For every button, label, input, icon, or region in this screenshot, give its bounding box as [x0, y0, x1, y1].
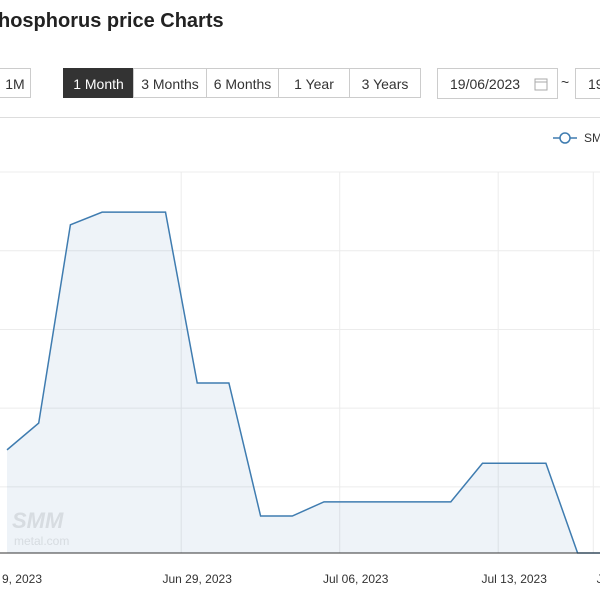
- date-text: 19: [588, 76, 600, 92]
- range-button[interactable]: 3 Years: [349, 68, 421, 98]
- x-tick-label: 9, 2023: [2, 572, 42, 586]
- date-input[interactable]: 19: [575, 68, 600, 99]
- line: [6, 211, 600, 554]
- x-tick-label: Jul 06, 2023: [323, 572, 389, 586]
- legend-marker: [559, 132, 571, 144]
- separator: ~: [561, 74, 570, 90]
- range-button[interactable]: 1 Year: [278, 68, 350, 98]
- area: [7, 212, 600, 553]
- title: hosphorus price Charts: [0, 10, 224, 32]
- watermark: SMM: [12, 508, 64, 533]
- divider: [0, 117, 600, 118]
- legend-label: SM: [584, 131, 600, 145]
- date-input[interactable]: 19/06/2023: [437, 68, 558, 99]
- date-text: 19/06/2023: [450, 76, 521, 92]
- x-tick-label: Jul 1: [597, 572, 600, 586]
- watermark: metal.com: [14, 534, 69, 548]
- x-tick-label: Jun 29, 2023: [162, 572, 232, 586]
- range-button[interactable]: 6 Months: [206, 68, 279, 98]
- range-button[interactable]: 1 Month: [63, 68, 134, 98]
- x-tick-label: Jul 13, 2023: [482, 572, 548, 586]
- calendar-icon: [534, 78, 548, 91]
- range-button[interactable]: 1M: [0, 68, 31, 98]
- range-button[interactable]: 3 Months: [133, 68, 207, 98]
